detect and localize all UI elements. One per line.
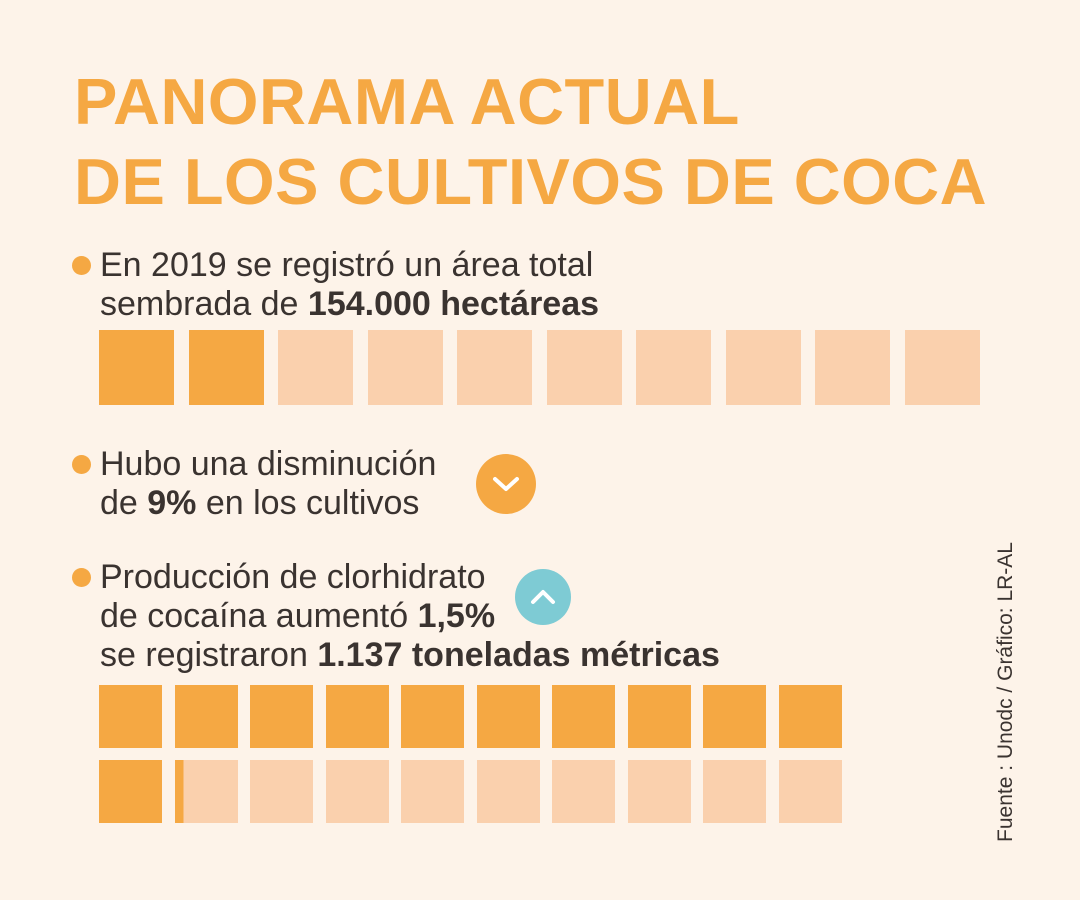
- waffle-cell: [325, 685, 389, 748]
- bullet-dot-icon: [72, 256, 91, 275]
- waffle-cell: [904, 330, 980, 405]
- chevron-down-icon: [476, 454, 536, 514]
- bullet-production-value: 1.137 toneladas métricas: [317, 636, 720, 674]
- waffle-cell: [476, 685, 540, 748]
- waffle-cell: [725, 330, 801, 405]
- bullet-production-prefix: de cocaína aumentó: [100, 597, 418, 635]
- bullet-dot-icon: [72, 455, 91, 474]
- bullet-decrease-suffix: en los cultivos: [196, 484, 420, 522]
- page-title: PANORAMA ACTUAL DE LOS CULTIVOS DE COCA: [74, 62, 987, 222]
- bullet-area-prefix: sembrada de: [100, 285, 308, 323]
- bullet-decrease-prefix: de: [100, 484, 148, 522]
- waffle-cell: [325, 760, 389, 823]
- waffle-cell: [278, 330, 353, 405]
- bullet-decrease-value: 9%: [147, 484, 197, 522]
- waffle-cell: [552, 685, 615, 748]
- waffle-cell: [552, 760, 615, 823]
- waffle-cell: [636, 330, 711, 405]
- waffle-cell: [99, 760, 162, 823]
- waffle-cell: [401, 685, 464, 748]
- bullet-decrease-line-1: Hubo una disminución: [100, 445, 437, 483]
- waffle-cell: [99, 685, 162, 748]
- source-credit: Fuente : Unodc / Gráfico: LR-AL: [994, 542, 1017, 842]
- bullet-production-prefix-2: se registraron: [100, 636, 318, 674]
- bullet-area-line-1: En 2019 se registró un área total: [100, 246, 594, 284]
- bullet-production-text: Producción de clorhidrato de cocaína aum…: [100, 558, 720, 675]
- bullet-dot-icon: [72, 568, 91, 587]
- title-line-1: PANORAMA ACTUAL: [74, 65, 740, 138]
- chevron-up-icon: [515, 569, 571, 625]
- bullet-decrease-text: Hubo una disminución de 9% en los cultiv…: [100, 445, 436, 523]
- waffle-cell: [546, 330, 622, 405]
- waffle-cell: [703, 685, 766, 748]
- bullet-production-line-1: Producción de clorhidrato: [100, 558, 486, 596]
- waffle-cell: [401, 760, 464, 823]
- bullet-area: En 2019 se registró un área total sembra…: [72, 246, 599, 324]
- bullet-production-line-3: se registraron 1.137 toneladas métricas: [100, 636, 720, 675]
- waffle-cell: [778, 760, 842, 823]
- bullet-decrease: Hubo una disminución de 9% en los cultiv…: [72, 445, 436, 523]
- waffle-cell: [367, 330, 443, 405]
- waffle-cell: [250, 760, 313, 823]
- bullet-production-line-2: de cocaína aumentó 1,5%: [100, 597, 720, 636]
- waffle-cell: [778, 685, 842, 748]
- bullet-decrease-line-2: de 9% en los cultivos: [100, 484, 436, 523]
- bullet-area-value: 154.000 hectáreas: [307, 285, 600, 323]
- waffle-cell: [250, 685, 313, 748]
- bullet-production-percent: 1,5%: [417, 597, 496, 635]
- waffle-cell: [174, 685, 238, 748]
- title-line-2: DE LOS CULTIVOS DE COCA: [74, 145, 988, 218]
- waffle-cell: [457, 330, 532, 405]
- waffle-cell: [627, 685, 691, 748]
- waffle-cell: [627, 760, 691, 823]
- waffle-cell: [815, 330, 890, 405]
- bullet-area-text: En 2019 se registró un área total sembra…: [100, 246, 599, 324]
- bullet-area-line-2: sembrada de 154.000 hectáreas: [100, 285, 599, 324]
- bullet-production: Producción de clorhidrato de cocaína aum…: [72, 558, 720, 675]
- waffle-cell: [703, 760, 766, 823]
- waffle-cell: [99, 330, 174, 405]
- waffle-cell: [174, 760, 238, 823]
- waffle-cell: [476, 760, 540, 823]
- waffle-cell: [188, 330, 264, 405]
